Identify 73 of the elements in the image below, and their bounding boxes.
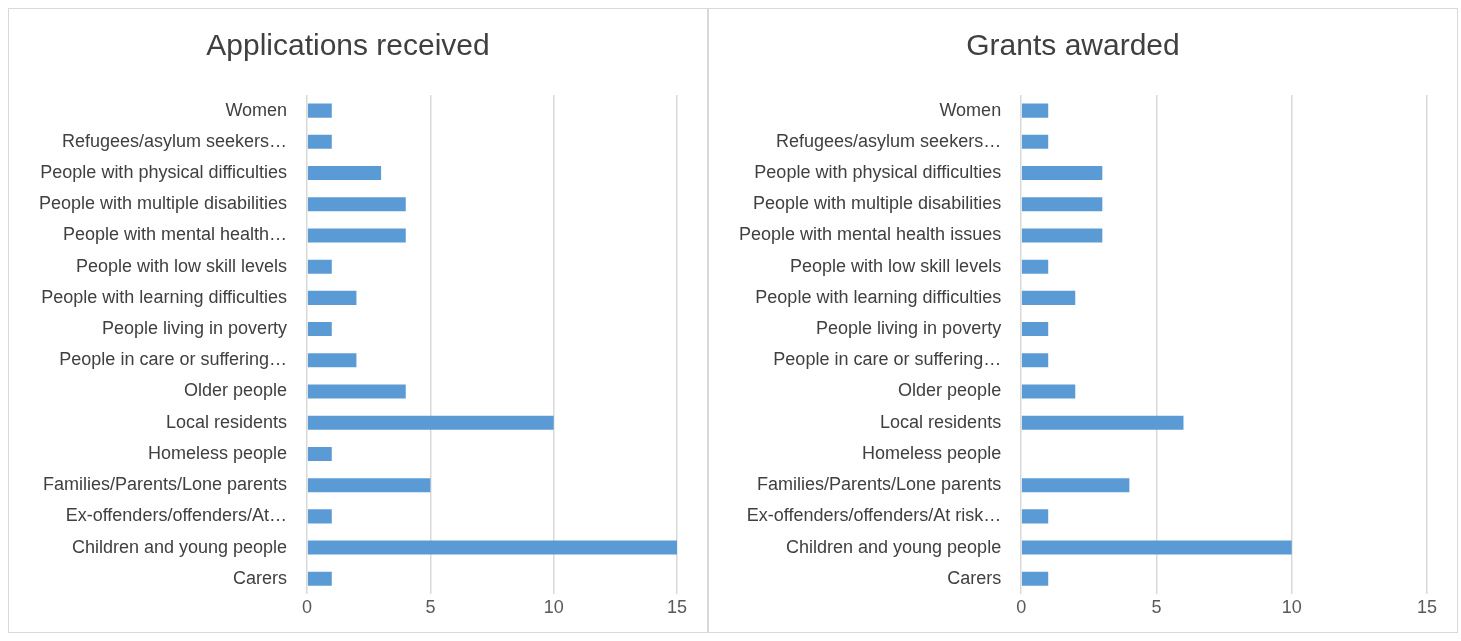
y-tick-label: People in care or suffering… [59,349,288,370]
y-tick-label: People with physical difficulties [754,162,1002,182]
x-tick-label: 15 [1416,597,1438,618]
x-tick-label: 10 [1281,597,1302,618]
x-tick-label: 5 [1151,597,1162,618]
bar [1021,228,1103,243]
y-tick-label: Ex-offenders/offenders/At… [65,505,288,526]
bar [307,290,357,305]
y-tick-label: People with physical difficulties [40,162,288,182]
bar [1021,415,1184,430]
bar [307,103,332,118]
y-tick-label: Carers [947,567,1002,588]
y-tick-label: Local residents [880,411,1002,432]
y-tick-label: People with low skill levels [790,255,1002,276]
bar [307,166,382,181]
x-tick-label: 0 [1016,597,1027,618]
bar [307,197,406,212]
bar [307,415,554,430]
x-tick-label: 5 [425,597,436,618]
bar [1021,259,1049,274]
y-tick-label: People with low skill levels [76,255,288,276]
y-tick-label: People with mental health… [62,224,288,245]
x-tick-label: 10 [543,597,564,618]
y-tick-label: Children and young people [71,536,288,557]
bar [307,384,406,399]
y-tick-label: Families/Parents/Lone parents [757,474,1002,495]
bar [1021,353,1049,368]
y-tick-label: People with multiple disabilities [39,193,288,214]
bar [1021,322,1049,337]
y-tick-label: Homeless people [148,442,288,463]
x-tick-label: 15 [666,597,688,618]
y-tick-label: People with learning difficulties [755,286,1002,307]
bar [1021,290,1076,305]
y-tick-label: Women [225,99,288,120]
y-tick-label: Refugees/asylum seekers… [776,130,1002,151]
bar [307,509,332,524]
y-tick-label: Refugees/asylum seekers… [62,130,288,151]
y-tick-label: Homeless people [862,442,1002,463]
bar [1021,166,1103,181]
x-tick-label: 0 [302,597,313,618]
y-tick-label: People living in poverty [816,318,1002,339]
bar [1021,540,1292,555]
bar [307,571,332,586]
bar [1021,103,1049,118]
bar [307,134,332,149]
bar [1021,134,1049,149]
bar [1021,478,1130,493]
y-tick-label: People with mental health issues [739,224,1002,245]
y-tick-label: Older people [898,380,1002,401]
bar [1021,197,1103,212]
bar [1021,509,1049,524]
y-tick-label: Women [939,99,1002,120]
y-tick-label: People living in poverty [102,318,288,339]
y-tick-label: People with multiple disabilities [753,193,1002,214]
bar [307,228,406,243]
bar [307,478,431,493]
chart-title: Grants awarded [966,28,1180,62]
chart-title: Applications received [206,28,490,62]
y-tick-label: Local residents [166,411,288,432]
y-tick-label: Families/Parents/Lone parents [43,474,288,495]
y-tick-label: Carers [233,567,288,588]
bar [307,353,357,368]
bar [1021,571,1049,586]
bar [1021,384,1076,399]
y-tick-label: People in care or suffering… [773,349,1002,370]
bar [307,446,332,461]
bar [307,259,332,274]
y-tick-label: Older people [184,380,288,401]
y-tick-label: Children and young people [785,536,1002,557]
bar [307,540,677,555]
y-tick-label: People with learning difficulties [41,286,288,307]
y-tick-label: Ex-offenders/offenders/At risk… [746,505,1002,526]
bar [307,322,332,337]
